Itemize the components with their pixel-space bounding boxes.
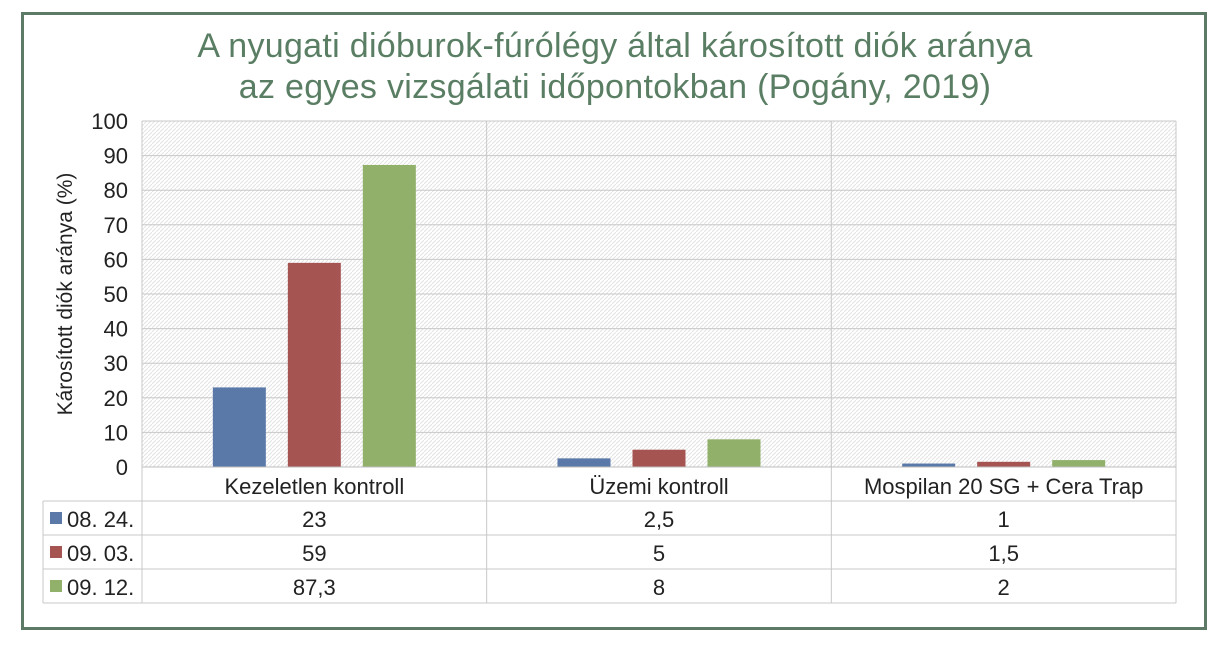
bar bbox=[977, 461, 1031, 467]
data-label: 2,5 bbox=[644, 507, 675, 532]
legend-swatch bbox=[50, 546, 62, 558]
bar bbox=[1052, 460, 1106, 467]
y-tick-label: 30 bbox=[104, 351, 128, 376]
bar bbox=[287, 262, 341, 467]
bar bbox=[557, 458, 611, 467]
x-category-label: Üzemi kontroll bbox=[589, 474, 728, 499]
bar bbox=[632, 449, 686, 467]
x-category-label: Kezeletlen kontroll bbox=[224, 474, 404, 499]
legend-swatch bbox=[50, 580, 62, 592]
y-tick-label: 50 bbox=[104, 282, 128, 307]
data-label: 2 bbox=[998, 575, 1010, 600]
bar bbox=[902, 463, 956, 467]
y-tick-label: 0 bbox=[116, 455, 128, 480]
legend-label: 09. 12. bbox=[67, 575, 134, 600]
y-tick-label: 100 bbox=[91, 109, 128, 134]
data-label: 5 bbox=[653, 541, 665, 566]
data-label: 59 bbox=[302, 541, 326, 566]
legend-label: 08. 24. bbox=[67, 507, 134, 532]
data-label: 8 bbox=[653, 575, 665, 600]
y-tick-label: 40 bbox=[104, 317, 128, 342]
chart-title-line-2: az egyes vizsgálati időpontokban (Pogány… bbox=[238, 68, 992, 106]
legend-label: 09. 03. bbox=[67, 541, 134, 566]
bar bbox=[707, 439, 761, 467]
data-label: 1 bbox=[998, 507, 1010, 532]
bar bbox=[362, 164, 416, 467]
y-tick-label: 90 bbox=[104, 144, 128, 169]
data-label: 87,3 bbox=[293, 575, 336, 600]
y-tick-label: 10 bbox=[104, 420, 128, 445]
y-tick-label: 20 bbox=[104, 386, 128, 411]
bar bbox=[212, 387, 266, 467]
data-label: 1,5 bbox=[988, 541, 1019, 566]
y-tick-label: 70 bbox=[104, 213, 128, 238]
legend-swatch bbox=[50, 512, 62, 524]
chart-title-line-1: A nyugati dióburok-fúrólégy által károsí… bbox=[197, 27, 1033, 65]
y-axis-label: Károsított diók aránya (%) bbox=[54, 173, 77, 416]
y-tick-label: 60 bbox=[104, 247, 128, 272]
y-tick-label: 80 bbox=[104, 178, 128, 203]
x-category-label: Mospilan 20 SG + Cera Trap bbox=[864, 474, 1143, 499]
data-label: 23 bbox=[302, 507, 326, 532]
